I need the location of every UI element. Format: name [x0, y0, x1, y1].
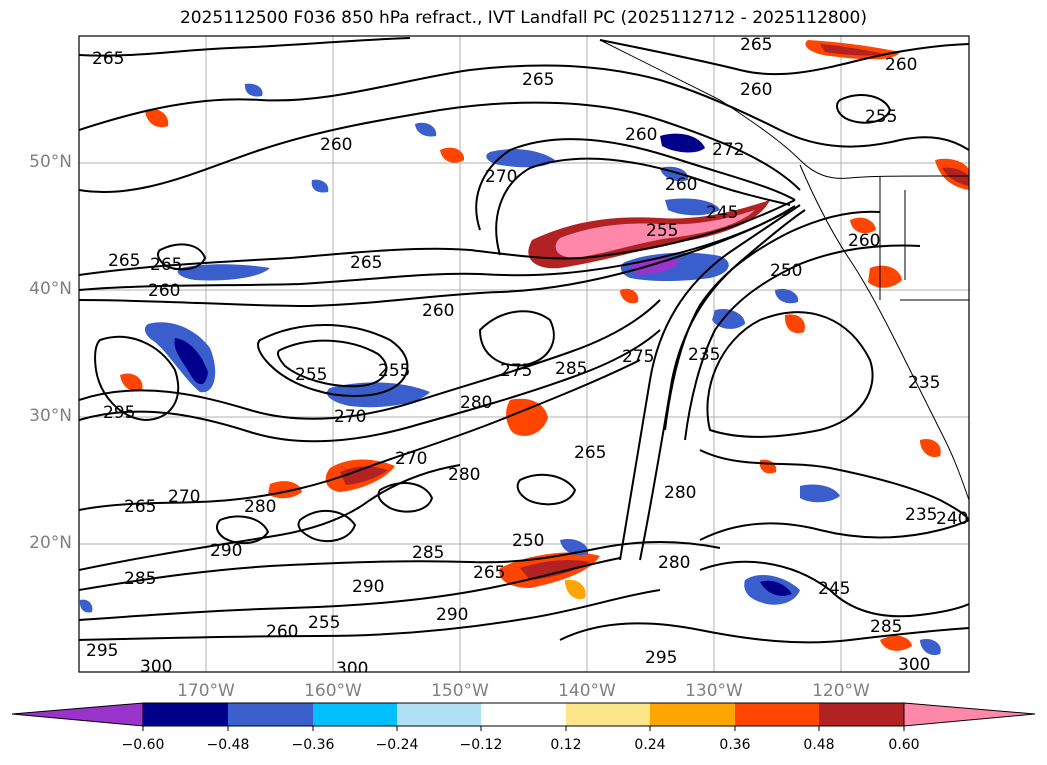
contour-label: 260: [625, 125, 657, 145]
contour-label: 285: [412, 543, 444, 563]
contour-label: 260: [665, 175, 697, 195]
contour-label: 270: [334, 407, 366, 427]
lon-label: 150°W: [431, 681, 489, 701]
lat-label: 40°N: [29, 279, 72, 299]
colorbar-segment-neg-extend: [11, 702, 144, 727]
colorbar-segment-2: [228, 703, 313, 726]
colorbar-segment-7: [650, 703, 735, 726]
contour-label: 290: [352, 577, 384, 597]
contour-label: 272: [712, 140, 744, 160]
contour-labels: 265 265 265 260 260 270 272 260 255 260 …: [86, 35, 968, 679]
contour-label: 300: [336, 659, 368, 679]
lon-label: 160°W: [304, 681, 362, 701]
contour-label: 265: [473, 563, 505, 583]
contour-label: 245: [706, 203, 738, 223]
contour-label: 235: [905, 505, 937, 525]
contour-label: 280: [244, 497, 276, 517]
contour-label: 270: [395, 449, 427, 469]
contour-label: 265: [124, 497, 156, 517]
contour-label: 265: [522, 70, 554, 90]
contour-label: 270: [168, 487, 200, 507]
colorbar: [11, 702, 1036, 731]
contour-label: 235: [688, 345, 720, 365]
contour-label: 275: [500, 361, 532, 381]
refractivity-contours: [79, 37, 969, 644]
colorbar-tick-label: −0.24: [375, 737, 419, 753]
contour-label: 255: [865, 107, 897, 127]
contour-label: 300: [140, 657, 172, 677]
lat-label: 50°N: [29, 152, 72, 172]
map-frame: [78, 35, 970, 673]
colorbar-tick-label: 0.24: [634, 737, 666, 753]
lat-label: 30°N: [29, 406, 72, 426]
colorbar-tick-label: −0.48: [206, 737, 250, 753]
contour-label: 280: [658, 553, 690, 573]
lon-label: 140°W: [558, 681, 616, 701]
contour-label: 260: [320, 135, 352, 155]
colorbar-segment-8: [735, 703, 819, 726]
contour-label: 295: [645, 648, 677, 668]
contour-label: 255: [295, 365, 327, 385]
contour-label: 300: [898, 655, 930, 675]
contour-label: 260: [266, 622, 298, 642]
contour-label: 295: [103, 403, 135, 423]
colorbar-tick-label: −0.12: [459, 737, 503, 753]
lon-label: 120°W: [812, 681, 870, 701]
contour-label: 265: [574, 443, 606, 463]
contour-label: 265: [740, 35, 772, 55]
colorbar-tick-label: −0.60: [121, 737, 165, 753]
colorbar-segment-9: [819, 703, 904, 726]
colorbar-segment-6: [566, 703, 650, 726]
lon-label: 170°W: [177, 681, 235, 701]
contour-label: 270: [485, 167, 517, 187]
contour-label: 280: [448, 465, 480, 485]
contour-label: 260: [885, 55, 917, 75]
contour-label: 265: [92, 49, 124, 69]
contour-label: 265: [150, 255, 182, 275]
contour-label: 285: [124, 569, 156, 589]
colorbar-segment-1: [143, 703, 228, 726]
contour-label: 275: [622, 347, 654, 367]
contour-label: 240: [936, 509, 968, 529]
contour-label: 265: [350, 253, 382, 273]
colorbar-tick-label: 0.60: [888, 737, 920, 753]
contour-label: 255: [308, 613, 340, 633]
contour-label: 280: [664, 483, 696, 503]
contour-label: 285: [870, 617, 902, 637]
contour-label: 255: [378, 361, 410, 381]
colorbar-segment-5: [481, 703, 566, 726]
colorbar-segment-4: [397, 703, 481, 726]
contour-label: 245: [818, 579, 850, 599]
contour-label: 250: [770, 261, 802, 281]
contour-label: 260: [848, 231, 880, 251]
lon-label: 130°W: [685, 681, 743, 701]
coastline: [599, 39, 969, 501]
contour-label: 235: [908, 373, 940, 393]
filled-positive-regions: [120, 40, 969, 651]
contour-label: 290: [436, 605, 468, 625]
contour-label: 290: [210, 541, 242, 561]
colorbar-segment-3: [313, 703, 397, 726]
colorbar-frame: [142, 702, 905, 727]
contour-label: 280: [460, 393, 492, 413]
contour-label: 260: [422, 301, 454, 321]
contour-label: 260: [148, 281, 180, 301]
map-title: 2025112500 F036 850 hPa refract., IVT La…: [179, 8, 867, 28]
colorbar-tick-label: 0.12: [550, 737, 582, 753]
colorbar-tick-label: 0.36: [719, 737, 751, 753]
contour-label: 265: [108, 251, 140, 271]
colorbar-segment-pos-extend: [903, 702, 1036, 727]
colorbar-tick-label: −0.36: [291, 737, 335, 753]
contour-label: 260: [740, 80, 772, 100]
contour-label: 250: [512, 531, 544, 551]
contour-label: 295: [86, 641, 118, 661]
lat-label: 20°N: [29, 533, 72, 553]
contour-label: 255: [646, 221, 678, 241]
colorbar-tick-label: 0.48: [803, 737, 835, 753]
contour-label: 285: [555, 359, 587, 379]
